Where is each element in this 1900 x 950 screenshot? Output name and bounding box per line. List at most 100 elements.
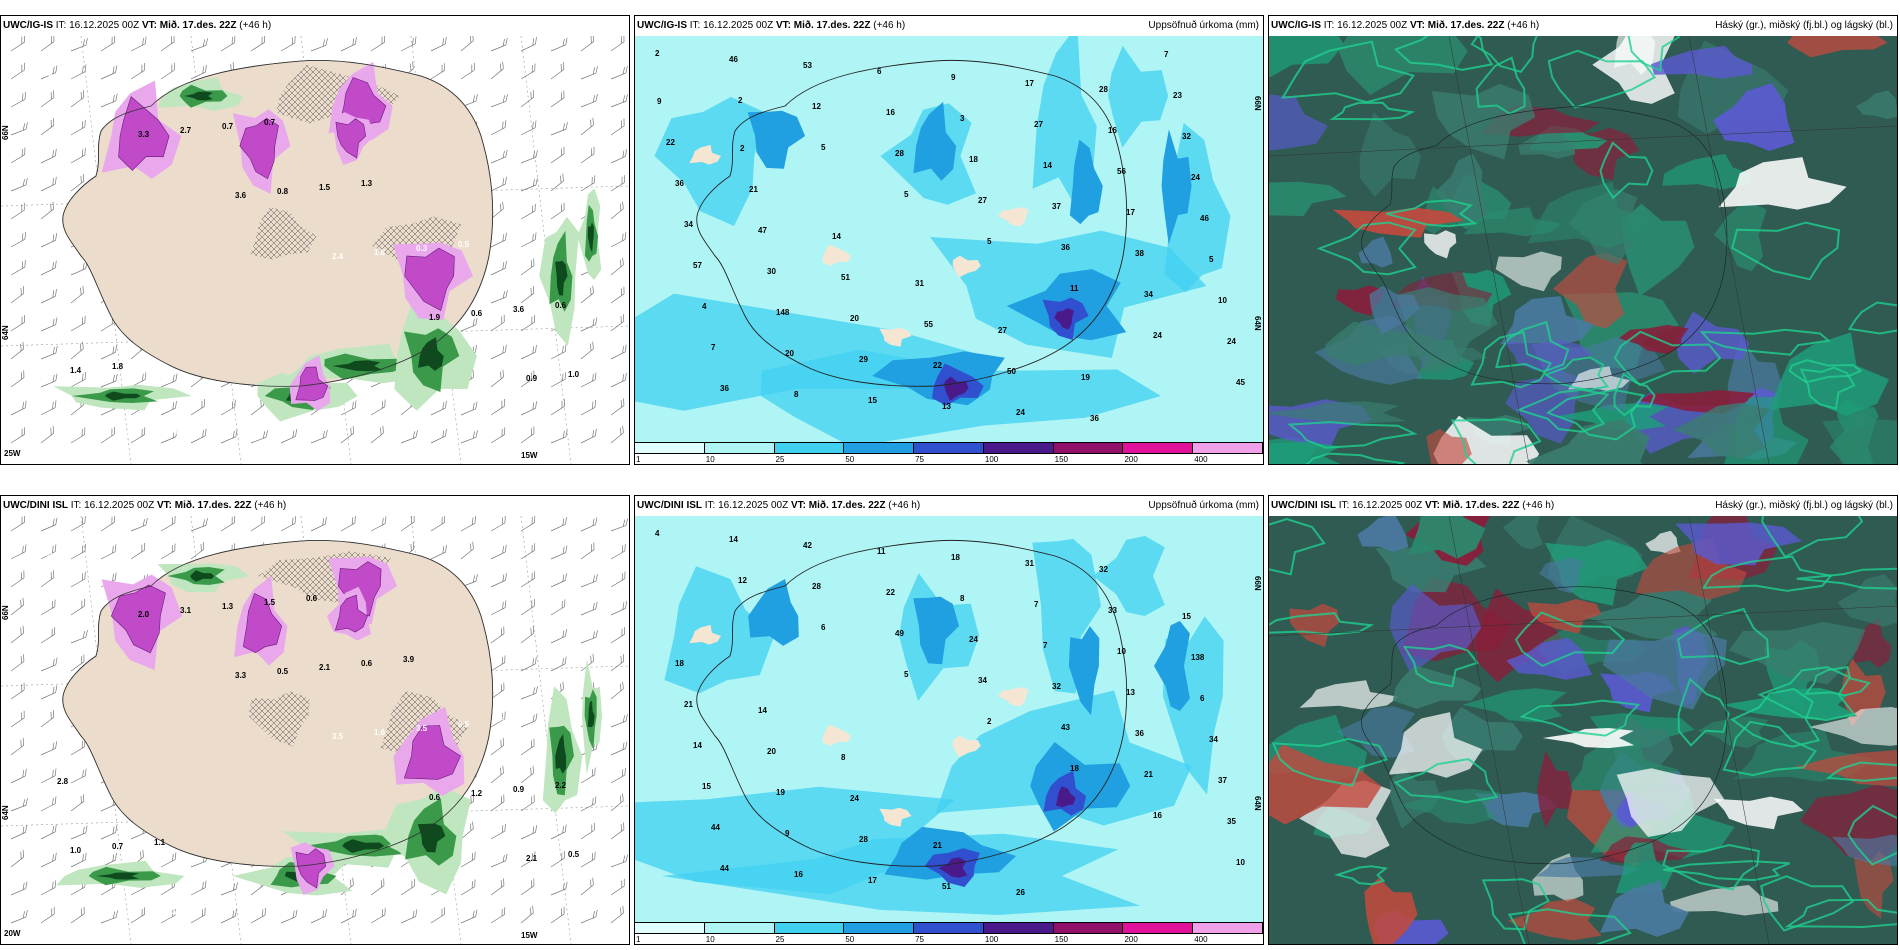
precip-value-label: 1.8 [112, 362, 124, 371]
precip-value-label: 2 [655, 49, 660, 58]
axis-label: 64N [1, 325, 10, 340]
precip-value-label: 17 [868, 876, 877, 885]
precip-value-label: 3.5 [416, 724, 428, 733]
precip-value-label: 3.3 [235, 671, 247, 680]
panel-clouds-dini: UWC/DINI ISL IT: 16.12.2025 00Z VT: Mið.… [1268, 495, 1898, 945]
clouds-map[interactable] [1269, 516, 1897, 944]
precip-value-label: 29 [859, 355, 868, 364]
precip-value-label: 1.6 [374, 728, 386, 737]
precip-value-label: 32 [1052, 682, 1061, 691]
colorbar-segment [844, 442, 915, 454]
precip-value-label: 13 [1126, 688, 1135, 697]
accum-precip-map[interactable]: 66N 64N 2 2 5 5 5 11 24 45 46 12 28 27 36 34 24 36 53 16 18 3… [635, 36, 1263, 464]
precip-value-label: 16 [886, 108, 895, 117]
precip-value-label: 3.3 [138, 130, 150, 139]
map-canvas: 66N 64N 25W 15W 0.3 3.3 3.6 2.4 1.9 0.9 0.5 2.7 0.8 1… [1, 36, 629, 464]
wind-precip-map[interactable]: 66N 64N 25W 15W 0.3 3.3 3.6 2.4 1.9 0.9 0.5 2.7 0.8 1… [1, 36, 629, 464]
precip-value-label: 28 [812, 582, 821, 591]
precip-value-label: 2 [987, 717, 992, 726]
precip-value-label: 1.3 [361, 179, 373, 188]
precip-value-label: 13 [942, 402, 951, 411]
precip-value-label: 24 [969, 635, 978, 644]
map-canvas: 66N 64N 20W 15W 5.9 2.0 3.3 3.5 0.6 2.1 1.1 3.1 0.5 1… [1, 516, 629, 944]
wind-precip-map[interactable]: 66N 64N 20W 15W 5.9 2.0 3.3 3.5 0.6 2.1 1.1 3.1 0.5 1… [1, 516, 629, 944]
panel-right-title: Uppsöfnuð úrkoma (mm) [1148, 500, 1259, 511]
precip-value-label: 44 [711, 823, 720, 832]
precip-value-label: 3.6 [513, 305, 525, 314]
precip-value-label: 34 [1144, 290, 1153, 299]
precip-value-label: 0.2 [167, 907, 179, 916]
precip-value-label: 21 [749, 185, 758, 194]
precip-value-label: 36 [720, 384, 729, 393]
precip-value-label: 34 [1209, 735, 1218, 744]
precip-value-label: 51 [841, 273, 850, 282]
precip-value-label: 24 [1016, 408, 1025, 417]
precip-value-label: 24 [1191, 173, 1200, 182]
precip-value-label: 22 [933, 361, 942, 370]
precip-value-label: 0.5 [83, 435, 95, 444]
precip-value-label: 5 [987, 237, 992, 246]
axis-label: 66N [1, 125, 10, 140]
precip-value-label: 12 [812, 102, 821, 111]
accum-precip-map[interactable]: 66N 64N 4 12 6 5 2 18 16 10 14 28 49 34 43 21 35 44 42 22 24… [635, 516, 1263, 944]
precip-value-label: 2 [740, 144, 745, 153]
precip-value-label: 14 [832, 232, 841, 241]
precip-value-label: 21 [933, 841, 942, 850]
colorbar-segment [914, 442, 984, 454]
precip-value-label: 3 [960, 114, 965, 123]
precip-value-label: 1.1 [154, 838, 166, 847]
colorbar-tick: 75 [915, 935, 925, 944]
colorbar-tick: 200 [1124, 935, 1138, 944]
precip-value-label: 10 [1236, 858, 1245, 867]
precip-value-label: 53 [803, 61, 812, 70]
precip-value-label: 37 [1218, 776, 1227, 785]
precip-value-label: 14 [693, 741, 702, 750]
colorbar-tick: 50 [845, 935, 855, 944]
precip-value-label: 2.1 [526, 854, 538, 863]
colorbar-segment [704, 922, 775, 934]
precip-value-label: 26 [1016, 888, 1025, 897]
colorbar-segment [774, 922, 845, 934]
precip-value-label: 138 [1191, 653, 1205, 662]
precip-value-label: 46 [1200, 214, 1209, 223]
precip-value-label: 24 [1227, 337, 1236, 346]
precip-value-label: 22 [886, 588, 895, 597]
precip-value-label: 16 [1153, 811, 1162, 820]
precip-value-label: 0.9 [513, 785, 525, 794]
colorbar-tick: 1 [636, 455, 641, 464]
colorbar-tick: 10 [705, 935, 715, 944]
precip-value-label: 0.5 [458, 240, 470, 249]
precip-value-label: 46 [729, 55, 738, 64]
precip-value-label: 36 [675, 179, 684, 188]
precip-value-label: 11 [877, 547, 886, 556]
colorbar-segment [704, 442, 775, 454]
precip-value-label: 0.7 [112, 842, 124, 851]
panel-clouds-ig: UWC/IG-IS IT: 16.12.2025 00Z VT: Mið. 17… [1268, 15, 1898, 465]
map-canvas [1269, 36, 1897, 464]
precip-value-label: 0.9 [209, 903, 221, 912]
colorbar-tick: 25 [775, 455, 785, 464]
precip-value-label: 17 [1025, 79, 1034, 88]
precip-value-label: 0.5 [277, 667, 289, 676]
precip-value-label: 2.2 [555, 781, 567, 790]
precip-value-label: 36 [1061, 243, 1070, 252]
precip-value-label: 2.1 [319, 663, 331, 672]
precip-value-label: 8 [794, 390, 799, 399]
precip-value-label: 20 [767, 747, 776, 756]
precip-value-label: 42 [803, 541, 812, 550]
precip-value-label: 45 [1236, 378, 1245, 387]
colorbar-segment [1193, 922, 1263, 934]
colorbar-tick: 150 [1054, 455, 1069, 464]
precip-value-label: 47 [758, 226, 767, 235]
precip-value-label: 1.5 [264, 598, 276, 607]
precip-value-label: 24 [850, 794, 859, 803]
precip-value-label: 2.0 [138, 610, 150, 619]
precip-value-label: 2 [738, 96, 743, 105]
precip-value-label: 28 [859, 835, 868, 844]
colorbar-tick: 75 [915, 455, 925, 464]
precip-value-label: 34 [978, 676, 987, 685]
precip-value-label: 0.3 [416, 244, 428, 253]
precip-value-label: 1.2 [471, 789, 483, 798]
axis-label: 25W [4, 449, 21, 458]
clouds-map[interactable] [1269, 36, 1897, 464]
